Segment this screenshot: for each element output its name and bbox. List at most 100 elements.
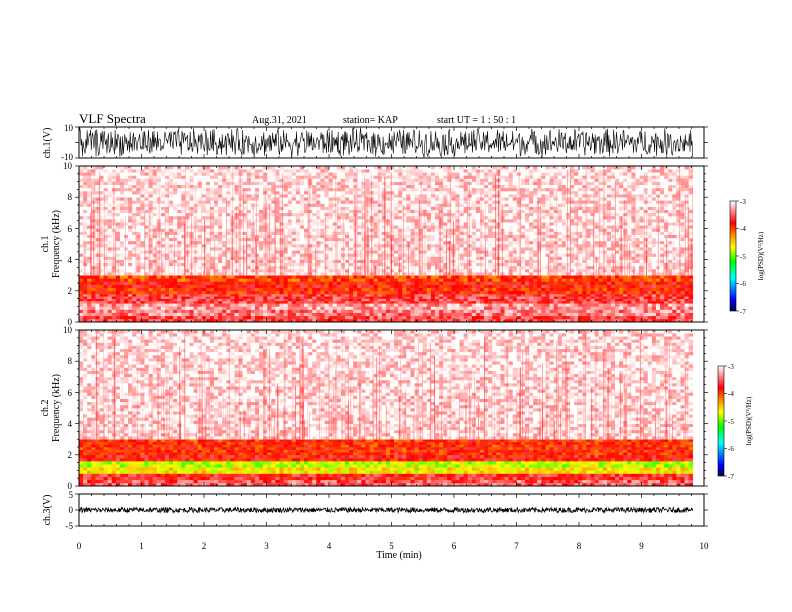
spectrogram-cell (410, 306, 415, 310)
spectrogram-cell (574, 278, 579, 282)
spectrogram-cell (406, 315, 411, 320)
spectrogram-cell (328, 259, 333, 264)
spectrogram-cell (91, 231, 96, 235)
spectrogram-cell (578, 309, 583, 313)
spectrogram-cell (447, 293, 452, 297)
spectrogram-cell (189, 231, 194, 235)
spectrogram-cell (197, 253, 203, 257)
spectrogram-cell (87, 303, 92, 307)
spectrogram-cell (402, 272, 407, 276)
spectrogram-cell (541, 234, 546, 239)
spectrogram-cell (79, 300, 84, 304)
spectrogram-cell (238, 275, 243, 279)
spectrogram-cell (79, 278, 84, 282)
spectrogram-cell (259, 256, 264, 260)
spectrogram-cell (107, 312, 113, 317)
spectrogram-cell (504, 281, 509, 285)
spectrogram-cell (254, 312, 260, 317)
spectrogram-cell (91, 250, 96, 254)
spectrogram-cell (598, 265, 604, 270)
spectrogram-cell (304, 272, 309, 276)
spectrogram-cell (99, 293, 104, 297)
spectrogram-cell (267, 300, 272, 304)
spectrogram-cell (152, 298, 158, 302)
spectrogram-cell (344, 309, 350, 313)
spectrogram-cell (668, 284, 673, 288)
spectrogram-cell (140, 315, 145, 320)
spectrogram-cell (680, 306, 685, 310)
spectrogram-cell (254, 281, 260, 285)
spectrogram-cell (349, 306, 354, 310)
spectrogram-cell (410, 293, 415, 297)
spectrogram-cell (201, 253, 207, 257)
spectrogram-cell (389, 256, 395, 260)
spectrogram-cell (615, 296, 620, 299)
spectrogram-cell (496, 303, 501, 307)
spectrogram-cell (226, 234, 231, 239)
spectrogram-cell (463, 275, 469, 279)
spectrogram-cell (156, 303, 162, 307)
spectrogram-cell (238, 318, 243, 323)
spectrogram-cell (455, 275, 460, 279)
spectrogram-cell (91, 298, 96, 302)
spectrogram-cell (381, 315, 387, 320)
spectrogram-cell (565, 228, 571, 232)
spectrogram-cell (111, 284, 117, 288)
spectrogram-cell (132, 290, 137, 295)
spectrogram-cell (672, 293, 677, 297)
spectrogram-cell (349, 278, 354, 282)
spectrogram-cell (299, 240, 305, 245)
spectrogram-cell (353, 318, 358, 323)
spectrogram-cell (340, 303, 346, 307)
spectrogram-cell (193, 315, 198, 320)
spectrogram-cell (124, 244, 129, 248)
spectrogram-cell (680, 244, 685, 248)
spectrogram-cell (340, 306, 346, 310)
spectrogram-cell (516, 296, 522, 299)
spectrogram-cell (578, 265, 583, 270)
spectrogram-cell (164, 303, 170, 307)
spectrogram-cell (357, 281, 362, 285)
spectrogram-cell (492, 309, 497, 313)
spectrogram-cell (402, 237, 407, 242)
spectrogram-cell (160, 272, 166, 276)
spectrogram-cell (254, 300, 260, 304)
spectrogram-cell (500, 225, 505, 229)
spectrogram-cell (508, 300, 514, 304)
spectrogram-cell (156, 268, 162, 273)
spectrogram-cell (541, 237, 546, 242)
spectrogram-cell (508, 315, 514, 320)
spectrogram-cell (590, 268, 595, 273)
spectrogram-cell (148, 300, 153, 304)
spectrogram-cell (471, 272, 477, 276)
spectrogram-cell (660, 240, 665, 245)
spectrogram-cell (246, 278, 252, 282)
spectrogram-cell (504, 306, 509, 310)
spectrogram-cell (340, 244, 346, 248)
spectrogram-cell (164, 247, 170, 251)
spectrogram-cell (218, 225, 223, 229)
spectrogram-cell (430, 247, 436, 251)
spectrogram-cell (320, 237, 325, 242)
spectrogram-cell (214, 231, 219, 235)
spectrogram-cell (250, 275, 256, 279)
spectrogram-cell (361, 240, 366, 245)
spectrogram-cell (283, 287, 288, 292)
spectrogram-cell (574, 259, 579, 264)
spectrogram-cell (230, 222, 235, 226)
spectrogram-cell (455, 262, 460, 267)
spectrogram-cell (222, 275, 227, 279)
spectrogram-cell (320, 222, 325, 226)
spectrogram-cell (83, 262, 88, 267)
spectrogram-cell (304, 315, 309, 320)
spectrogram-cell (111, 318, 117, 323)
spectrogram-cell (680, 231, 685, 235)
spectrogram-cell (320, 234, 325, 239)
spectrogram-cell (308, 296, 313, 299)
spectrogram-cell (631, 259, 636, 264)
spectrogram-cell (394, 234, 399, 239)
spectrogram-cell (545, 244, 550, 248)
spectrogram-cell (606, 298, 612, 302)
spectrogram-cell (312, 272, 317, 276)
spectrogram-cell (668, 225, 673, 229)
